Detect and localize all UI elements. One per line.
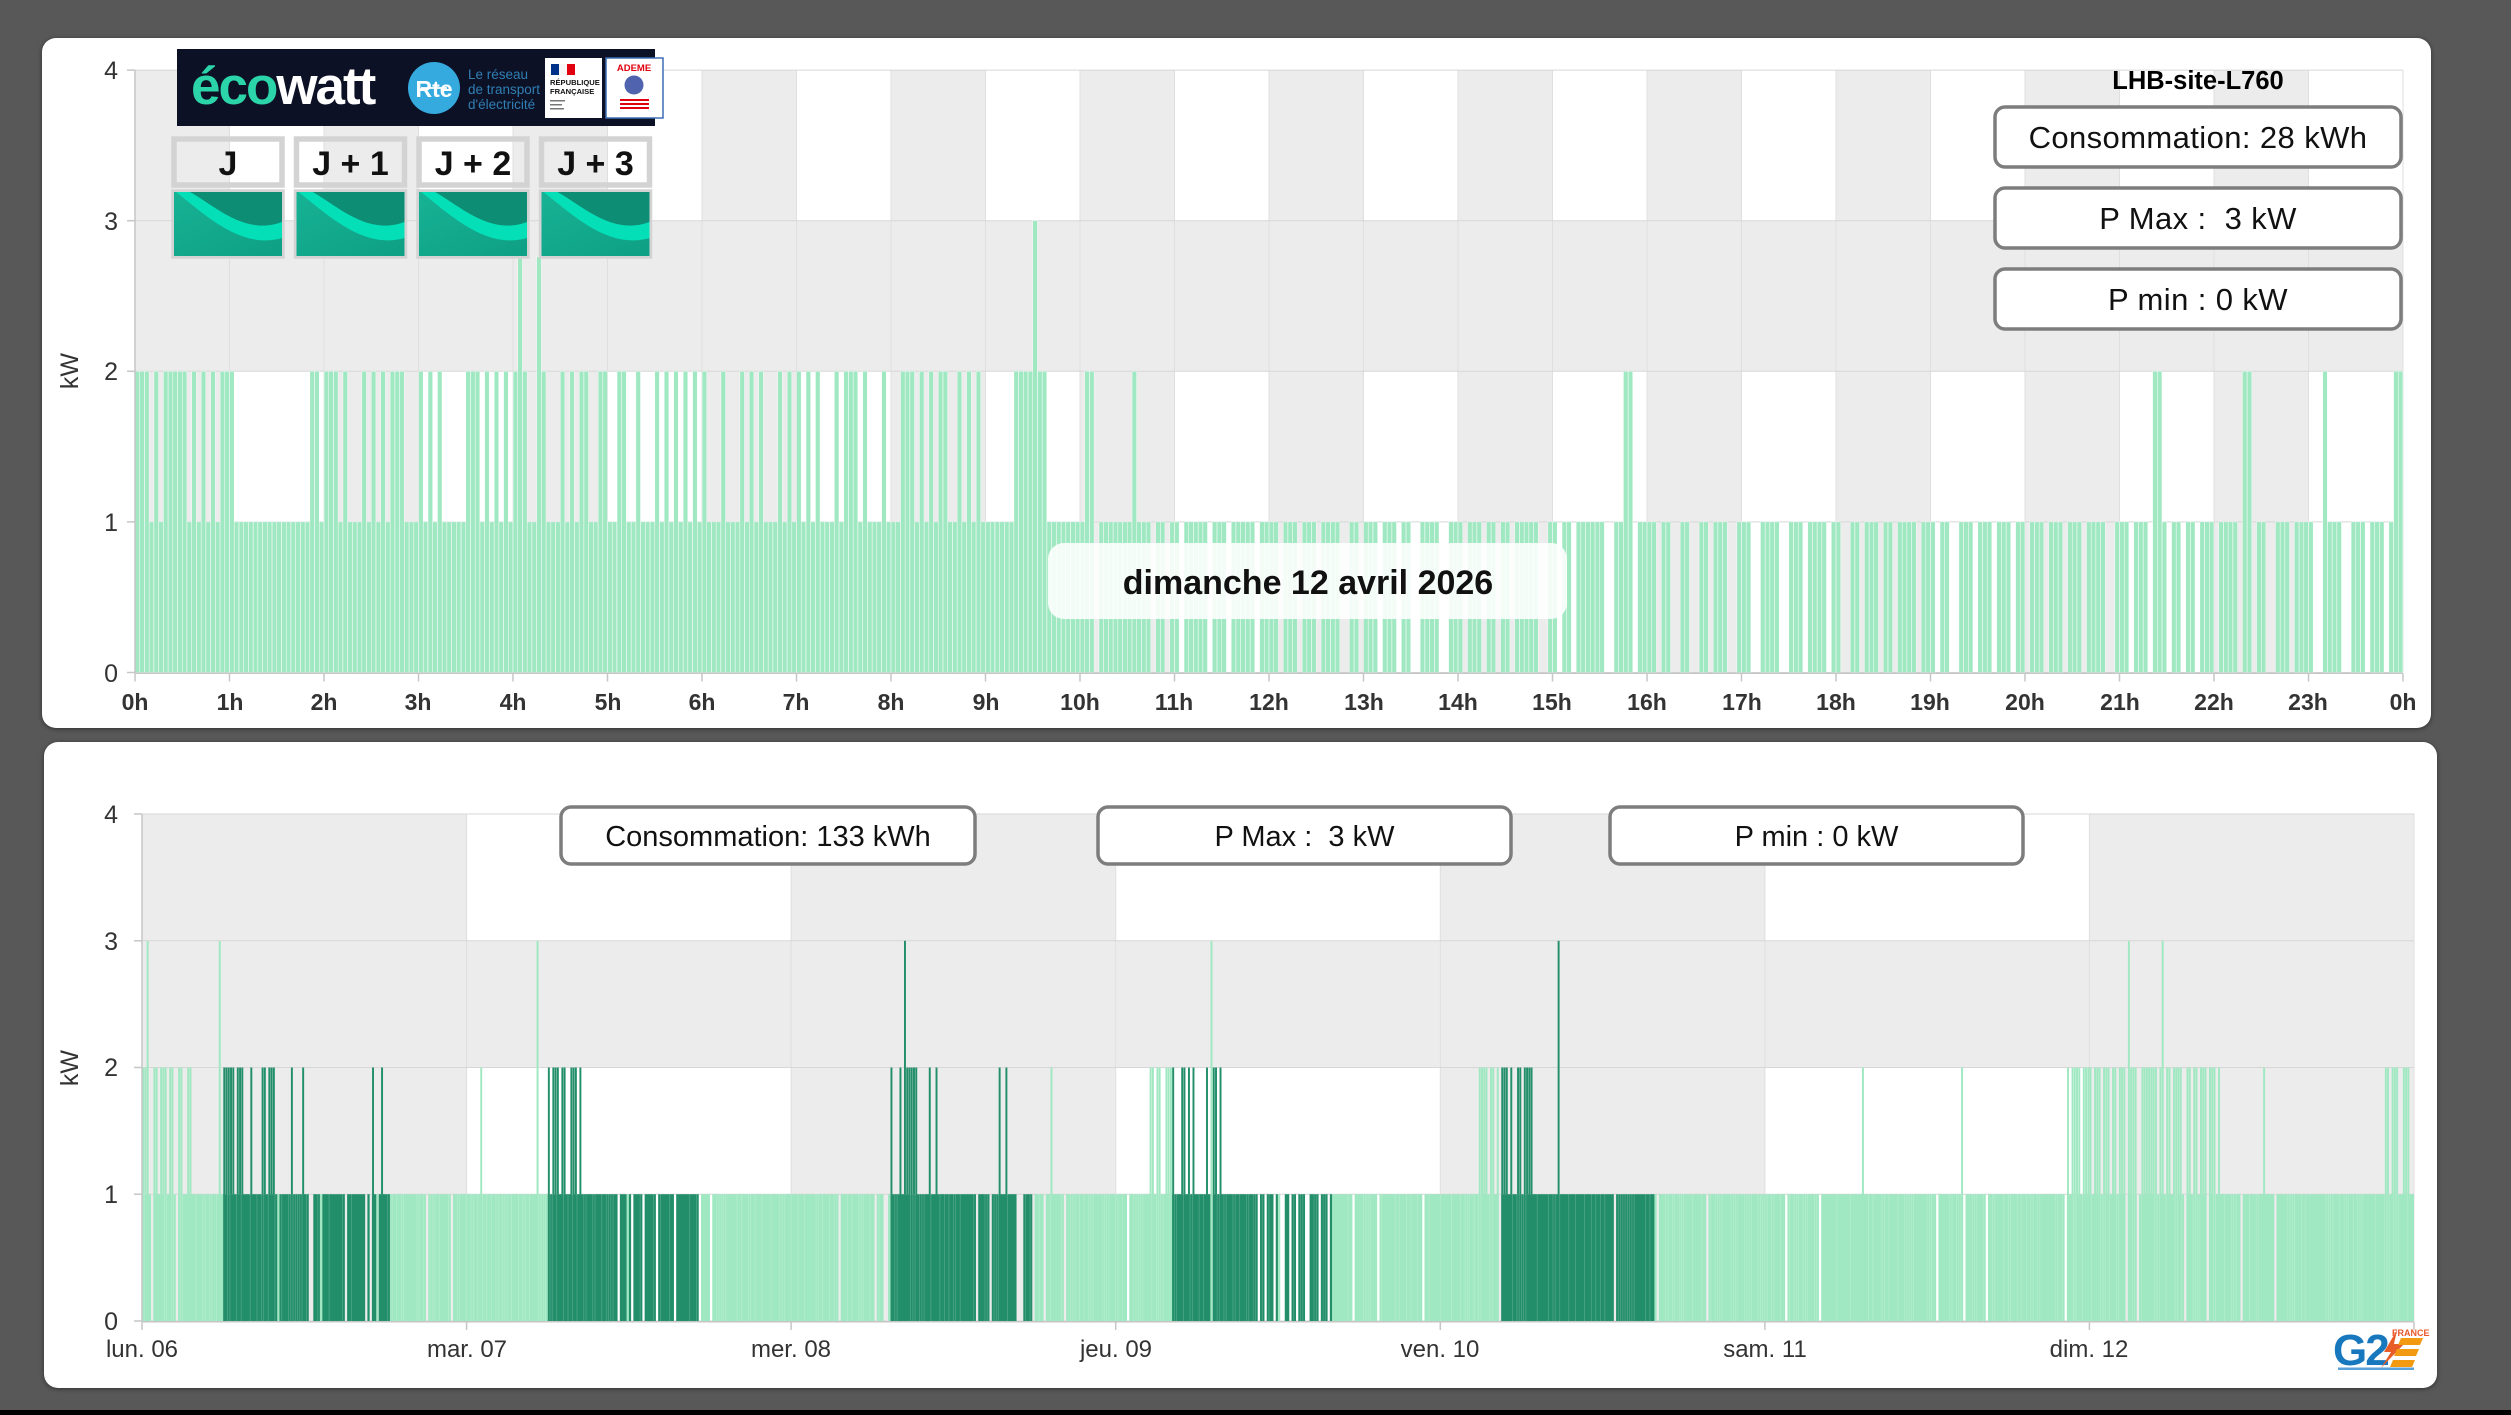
svg-text:0: 0 xyxy=(104,1308,118,1336)
svg-text:J + 3: J + 3 xyxy=(557,145,634,183)
svg-text:mar. 07: mar. 07 xyxy=(427,1336,507,1363)
svg-text:écowatt: écowatt xyxy=(191,57,376,116)
svg-text:3: 3 xyxy=(104,208,118,236)
svg-text:1: 1 xyxy=(104,509,118,537)
svg-text:11h: 11h xyxy=(1155,689,1193,715)
svg-text:FRANCE: FRANCE xyxy=(2392,1328,2430,1338)
svg-text:12h: 12h xyxy=(1249,689,1289,715)
svg-text:LHB-site-L760: LHB-site-L760 xyxy=(2112,67,2283,95)
svg-text:4: 4 xyxy=(104,57,118,85)
svg-text:19h: 19h xyxy=(1910,689,1950,715)
svg-text:4h: 4h xyxy=(500,689,527,715)
svg-text:J: J xyxy=(219,145,238,183)
svg-text:2h: 2h xyxy=(311,689,338,715)
svg-text:J + 2: J + 2 xyxy=(435,145,512,183)
svg-text:22h: 22h xyxy=(2194,689,2234,715)
svg-text:P min : 0 kW: P min : 0 kW xyxy=(2108,282,2288,317)
svg-text:7h: 7h xyxy=(783,689,810,715)
svg-text:mer. 08: mer. 08 xyxy=(751,1336,831,1363)
svg-text:10h: 10h xyxy=(1060,689,1100,715)
svg-text:17h: 17h xyxy=(1722,689,1762,715)
svg-text:0h: 0h xyxy=(2390,689,2417,715)
svg-text:4: 4 xyxy=(104,801,118,829)
svg-text:kW: kW xyxy=(56,1050,84,1087)
svg-text:G2: G2 xyxy=(2333,1326,2388,1375)
svg-text:Consommation: 28 kWh: Consommation: 28 kWh xyxy=(2029,120,2368,155)
svg-text:18h: 18h xyxy=(1816,689,1856,715)
svg-text:jeu. 09: jeu. 09 xyxy=(1079,1336,1152,1363)
svg-text:2: 2 xyxy=(104,358,118,386)
svg-text:20h: 20h xyxy=(2005,689,2045,715)
svg-text:3: 3 xyxy=(104,928,118,956)
svg-text:ADEME: ADEME xyxy=(617,63,651,74)
svg-text:P Max : 3 kW: P Max : 3 kW xyxy=(1215,821,1396,853)
svg-text:13h: 13h xyxy=(1344,689,1384,715)
svg-text:dim. 12: dim. 12 xyxy=(2050,1336,2129,1363)
svg-text:sam. 11: sam. 11 xyxy=(1723,1336,1807,1363)
svg-text:ven. 10: ven. 10 xyxy=(1401,1336,1480,1363)
svg-text:15h: 15h xyxy=(1532,689,1572,715)
svg-text:21h: 21h xyxy=(2100,689,2140,715)
svg-text:kW: kW xyxy=(56,353,84,390)
svg-text:3h: 3h xyxy=(405,689,432,715)
svg-text:2: 2 xyxy=(104,1054,118,1082)
svg-text:Rte: Rte xyxy=(415,76,452,102)
svg-text:14h: 14h xyxy=(1438,689,1478,715)
svg-text:16h: 16h xyxy=(1627,689,1667,715)
svg-text:dimanche 12 avril 2026: dimanche 12 avril 2026 xyxy=(1123,564,1493,602)
svg-text:8h: 8h xyxy=(878,689,905,715)
svg-text:P min : 0 kW: P min : 0 kW xyxy=(1735,821,1899,853)
svg-text:J + 1: J + 1 xyxy=(312,145,389,183)
svg-text:9h: 9h xyxy=(973,689,1000,715)
svg-text:6h: 6h xyxy=(689,689,716,715)
svg-text:1: 1 xyxy=(104,1181,118,1209)
svg-text:0: 0 xyxy=(104,660,118,688)
svg-text:0h: 0h xyxy=(122,689,149,715)
svg-text:Consommation: 133 kWh: Consommation: 133 kWh xyxy=(605,821,931,853)
svg-text:1h: 1h xyxy=(217,689,244,715)
svg-text:lun. 06: lun. 06 xyxy=(106,1336,178,1363)
svg-text:5h: 5h xyxy=(595,689,622,715)
svg-text:23h: 23h xyxy=(2288,689,2328,715)
svg-text:P Max : 3 kW: P Max : 3 kW xyxy=(2099,201,2297,236)
